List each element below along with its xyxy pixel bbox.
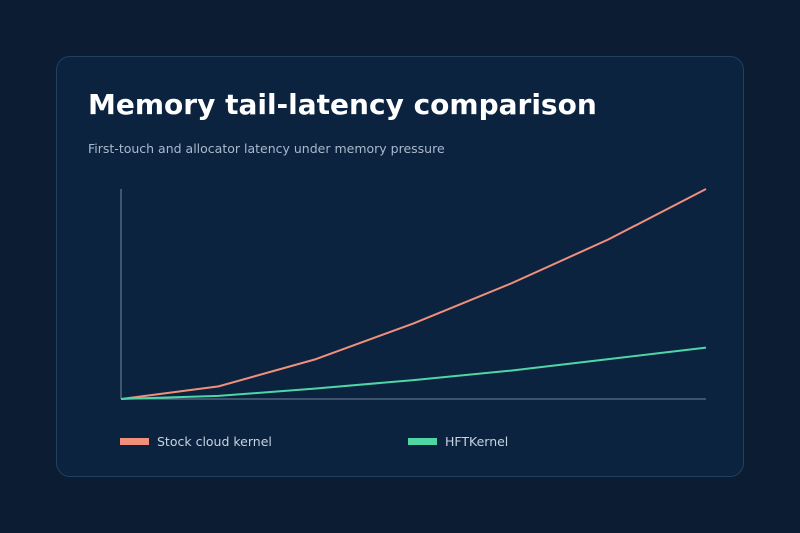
series-layer xyxy=(120,188,707,400)
legend-item-stock-cloud-kernel: Stock cloud kernel xyxy=(120,433,272,449)
legend-item-hftkernel: HFTKernel xyxy=(408,433,508,449)
legend-label-hftkernel: HFTKernel xyxy=(445,433,509,449)
series-line-hftkernel xyxy=(120,346,707,400)
line-chart xyxy=(120,188,707,400)
legend-label-stock-cloud-kernel: Stock cloud kernel xyxy=(157,433,272,449)
chart-card: Memory tail-latency comparison First-tou… xyxy=(56,56,744,477)
legend-swatch-stock-cloud-kernel xyxy=(120,437,149,445)
chart-title: Memory tail-latency comparison xyxy=(88,88,597,121)
series-line-stock-cloud-kernel xyxy=(120,188,707,400)
chart-subtitle: First-touch and allocator latency under … xyxy=(88,141,445,156)
legend-swatch-hftkernel xyxy=(408,437,437,445)
